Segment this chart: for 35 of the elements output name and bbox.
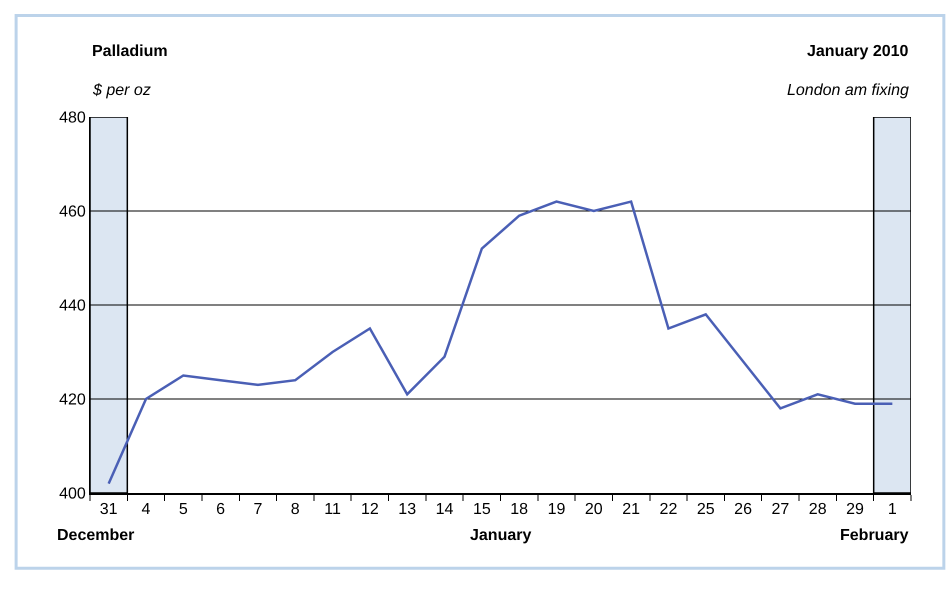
x-tick-label: 11 — [324, 501, 341, 518]
y-tick-label: 420 — [59, 392, 86, 409]
x-tick-label: 19 — [548, 501, 566, 518]
x-tick-label: 15 — [472, 501, 491, 518]
text: London am fixing — [787, 82, 909, 99]
x-tick-label: 13 — [398, 501, 416, 518]
line-series — [107, 200, 894, 485]
x-tick-label: 18 — [510, 501, 528, 518]
x-tick-label: 8 — [290, 501, 300, 518]
x-tick-label: 25 — [696, 501, 715, 518]
y-tick-label: 480 — [59, 110, 86, 127]
y-tick-label: 460 — [59, 204, 86, 221]
x-tick-label: 22 — [660, 501, 678, 518]
x-tick-label: 4 — [142, 501, 151, 518]
x-tick-label: 31 — [100, 501, 118, 518]
x-tick-label: 28 — [808, 501, 827, 518]
y-axis-title: $ per oz — [92, 82, 151, 99]
x-tick-label: 29 — [846, 501, 864, 518]
y-tick-label: 400 — [59, 486, 86, 503]
x-tick-label: 5 — [178, 501, 188, 518]
x-tick-label: 6 — [216, 501, 226, 518]
x-tick-label: 21 — [622, 501, 640, 518]
x-tick-label: 12 — [360, 501, 379, 518]
x-tick-label: 26 — [734, 501, 752, 518]
x-tick-label: 7 — [253, 501, 262, 518]
x-tick-label: 14 — [436, 501, 454, 518]
text: December — [57, 527, 134, 544]
text: February — [840, 527, 909, 544]
chart-subtitle: January 2010 — [807, 43, 909, 60]
text: January — [470, 527, 532, 544]
x-tick-label: 27 — [771, 501, 790, 518]
chart-title: Palladium — [92, 43, 168, 60]
x-tick-label: 1 — [888, 501, 897, 518]
y-tick-label: 440 — [59, 298, 86, 315]
x-tick-label: 20 — [584, 501, 603, 518]
